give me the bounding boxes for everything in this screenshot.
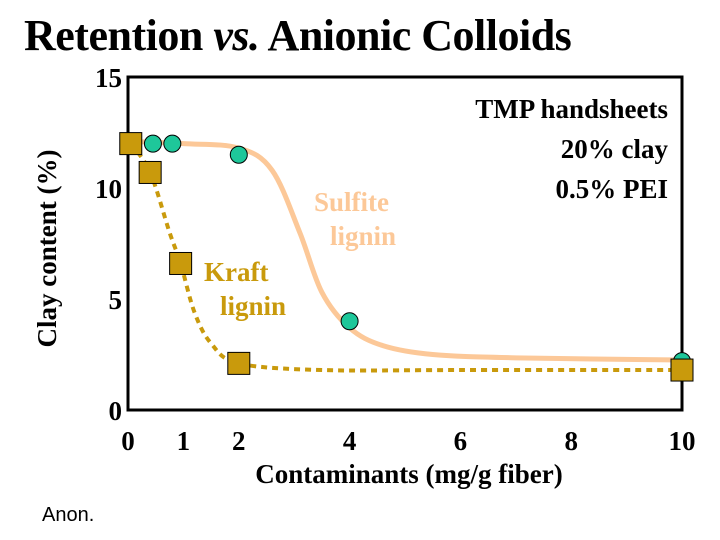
x-tick-label: 6 bbox=[454, 426, 468, 456]
kraft-lignin-point bbox=[227, 351, 251, 375]
series-curves bbox=[127, 138, 683, 373]
kraft-lignin-point bbox=[169, 251, 193, 275]
axis-ticks: 0 1 2 4 6 8 10 0 5 10 15 bbox=[95, 63, 696, 456]
sulfite-lignin-point bbox=[143, 134, 162, 153]
y-tick-label: 15 bbox=[95, 63, 122, 93]
annotation-line: TMP handsheets bbox=[475, 94, 668, 124]
source-credit: Anon. bbox=[42, 504, 95, 526]
sulfite-lignin-point bbox=[340, 312, 359, 331]
kraft-lignin-point bbox=[670, 358, 694, 382]
y-axis-label: Clay content (%) bbox=[32, 150, 62, 348]
annotation-line: 0.5% PEI bbox=[555, 174, 668, 204]
sulfite-lignin-label: lignin bbox=[330, 221, 396, 251]
y-tick-label: 5 bbox=[109, 285, 123, 315]
x-tick-label: 0 bbox=[121, 426, 135, 456]
series-labels: Sulfite lignin Kraft lignin bbox=[204, 187, 396, 321]
y-tick-label: 10 bbox=[95, 174, 122, 204]
sulfite-lignin-curve bbox=[127, 138, 683, 363]
series-markers bbox=[119, 132, 694, 382]
x-tick-label: 4 bbox=[343, 426, 357, 456]
kraft-lignin-point bbox=[119, 132, 143, 156]
chart-title: Retention vs. Anionic Colloids bbox=[24, 11, 572, 60]
kraft-lignin-label: lignin bbox=[220, 291, 286, 321]
x-tick-label: 8 bbox=[564, 426, 578, 456]
sulfite-lignin-label: Sulfite bbox=[314, 187, 389, 217]
kraft-lignin-label: Kraft bbox=[204, 257, 268, 287]
x-tick-label: 10 bbox=[669, 426, 696, 456]
sulfite-lignin-point bbox=[163, 134, 182, 153]
sulfite-lignin-point bbox=[229, 145, 248, 164]
x-tick-label: 1 bbox=[177, 426, 191, 456]
annotation-line: 20% clay bbox=[561, 134, 669, 164]
plot-area-frame bbox=[126, 75, 684, 412]
kraft-lignin-curve bbox=[129, 142, 682, 373]
y-tick-label: 0 bbox=[109, 396, 123, 426]
kraft-lignin-point bbox=[138, 160, 162, 184]
x-axis-label: Contaminants (mg/g fiber) bbox=[255, 459, 562, 489]
x-tick-label: 2 bbox=[232, 426, 246, 456]
annotation-block: TMP handsheets 20% clay 0.5% PEI bbox=[475, 94, 668, 204]
